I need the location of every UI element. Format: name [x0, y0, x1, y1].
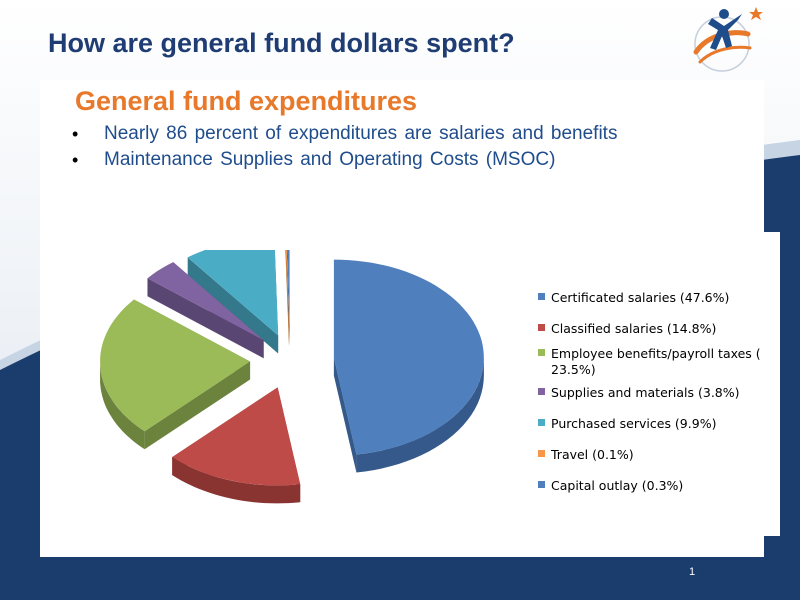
pie-slice-3	[100, 299, 251, 432]
pie-slice-2	[172, 387, 301, 486]
legend-swatch	[538, 388, 545, 395]
legend-label: Capital outlay (0.3%)	[551, 478, 684, 493]
pie-slice-1	[333, 259, 484, 455]
pie-slice-wall	[333, 357, 357, 473]
pie-slice-7	[287, 250, 290, 330]
legend-swatch	[538, 481, 545, 488]
pie-slice-side	[172, 457, 301, 504]
pie-slice-side	[356, 357, 484, 473]
bullet-dot-icon: •	[72, 150, 79, 170]
legend-label: Purchased services (9.9%)	[551, 416, 717, 431]
legend-swatch	[538, 349, 545, 356]
legend-label: Supplies and materials (3.8%)	[551, 385, 740, 400]
legend-swatch	[538, 293, 545, 300]
bullet-dot-icon: •	[72, 124, 79, 144]
logo-icon	[693, 7, 763, 72]
slide-title: How are general fund dollars spent?	[48, 28, 515, 58]
legend-label: Classified salaries (14.8%)	[551, 321, 717, 336]
legend-label: Travel (0.1%)	[551, 447, 634, 462]
pie-slice-wall	[144, 361, 251, 450]
pie-chart	[100, 250, 484, 504]
content-panel-edge	[764, 232, 780, 536]
pie-slice-4	[147, 262, 264, 341]
pie-slice-wall	[147, 278, 264, 359]
bullet-text: Nearly 86 percent of expenditures are sa…	[104, 123, 618, 144]
bullet-item: • Maintenance Supplies and Operating Cost…	[68, 147, 617, 173]
bullet-text: Maintenance Supplies and Operating Costs…	[104, 149, 556, 170]
legend-label: Certificated salaries (47.6%)	[551, 290, 730, 305]
legend-swatch	[538, 419, 545, 426]
pie-slice-wall	[187, 257, 279, 354]
page-number: 1	[689, 566, 696, 578]
legend-swatch	[538, 324, 545, 331]
pie-slice-side	[100, 361, 145, 450]
legend-swatch	[538, 450, 545, 457]
bullet-item: • Nearly 86 percent of expenditures are s…	[68, 121, 617, 147]
legend-label: Employee benefits/payroll taxes ( 23.5%)	[551, 346, 761, 377]
pie-slice-5	[187, 250, 279, 336]
bullet-list: • Nearly 86 percent of expenditures are s…	[68, 121, 617, 173]
section-heading: General fund expenditures	[75, 86, 418, 116]
